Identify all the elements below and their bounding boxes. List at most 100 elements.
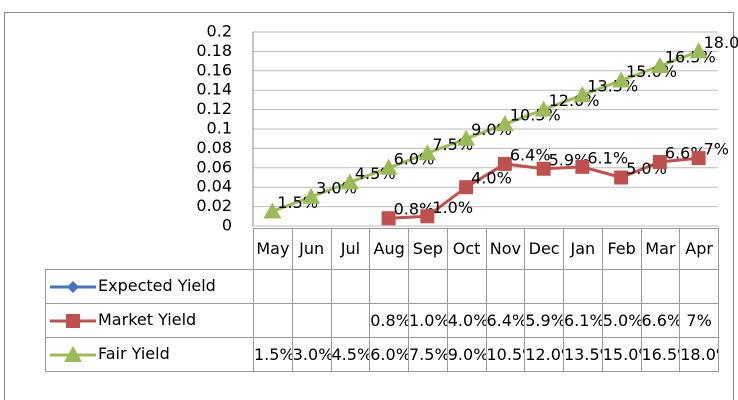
y-tick-label: 0.06	[196, 157, 232, 176]
table-cell: 6.1%	[563, 303, 603, 338]
x-tick-label: Jun	[291, 228, 332, 270]
table-cell: 4.5%	[330, 337, 371, 372]
data-label: 18.0%	[704, 33, 738, 52]
table-cell: 10.5%	[485, 337, 526, 372]
x-tick-label: May	[253, 228, 293, 270]
legend-marker	[50, 313, 96, 328]
legend-entry: Market Yield	[45, 303, 254, 338]
data-point	[381, 211, 396, 226]
table-cell	[485, 269, 526, 304]
x-tick-label: Feb	[601, 228, 642, 270]
data-point	[650, 56, 669, 73]
y-tick-label: 0.04	[196, 177, 232, 196]
data-point	[420, 209, 435, 224]
header-row: May Jun Jul Aug Sep Oct Nov Dec Jan Feb Mar Apr	[46, 228, 719, 270]
legend-entry: Fair Yield	[45, 337, 254, 372]
y-tick-label: 0.18	[196, 41, 232, 60]
table-cell	[679, 269, 719, 304]
data-point	[263, 202, 282, 219]
table-cell: 12.0%	[524, 337, 564, 372]
table-cell	[408, 269, 448, 304]
data-point	[575, 159, 590, 174]
legend-symbol	[64, 345, 82, 362]
x-tick-label: Dec	[524, 228, 564, 270]
y-tick-label: 0.02	[196, 196, 232, 215]
table-cell	[369, 269, 409, 304]
legend-marker	[50, 345, 96, 362]
data-label: 7%	[704, 140, 729, 159]
table-cell	[253, 269, 293, 304]
data-point	[497, 156, 512, 171]
x-tick-label: Oct	[446, 228, 487, 270]
table-cell	[563, 269, 603, 304]
table-cell	[601, 269, 642, 304]
table-cell	[253, 303, 293, 338]
data-point	[536, 161, 551, 176]
y-tick-label: 0.1	[207, 119, 232, 138]
data-point	[340, 173, 359, 190]
data-label: 6.4%	[510, 145, 551, 164]
table-row: Fair Yield1.5%3.0%4.5%6.0%7.5%9.0%10.5%1…	[45, 337, 719, 372]
data-label: 1.0%	[432, 198, 473, 217]
table-cell: 6.4%	[485, 303, 526, 338]
data-point	[457, 129, 476, 146]
table-cell: 7%	[679, 303, 719, 338]
data-point	[302, 187, 321, 204]
table-cell: 9.0%	[446, 337, 487, 372]
data-point	[652, 154, 667, 169]
table-cell: 5.9%	[524, 303, 564, 338]
data-point	[691, 151, 706, 166]
x-tick-label: Apr	[679, 228, 719, 270]
data-point	[612, 71, 631, 88]
data-point	[614, 170, 629, 185]
table-cell: 0.8%	[369, 303, 409, 338]
data-point	[573, 86, 592, 103]
y-tick-label: 0.08	[196, 138, 232, 157]
table-cell	[291, 269, 332, 304]
table-cell	[330, 269, 371, 304]
table-row: Market Yield 0.8% 1.0% 4.0% 6.4% 5.9% 6.1% 5.0%…	[45, 303, 719, 338]
legend-label: Expected Yield	[98, 276, 216, 296]
data-label: 4.0%	[471, 169, 512, 188]
y-tick-label: 0	[222, 216, 232, 235]
y-tick-label: 0.16	[196, 60, 232, 79]
table-cell: 1.5%	[253, 337, 293, 372]
legend-symbol	[67, 280, 79, 293]
table-cell	[330, 303, 371, 338]
table-cell: 18.0%	[679, 337, 719, 372]
table-cell	[640, 269, 681, 304]
table-cell: 6.6%	[640, 303, 681, 338]
table-cell	[291, 303, 332, 338]
table-cell: 7.5%	[408, 337, 448, 372]
table-cell: 15.0%	[601, 337, 642, 372]
data-point	[379, 158, 398, 175]
y-tick-label: 0.14	[196, 80, 232, 99]
corner-cell	[46, 229, 254, 270]
legend-label: Market Yield	[98, 310, 197, 330]
x-tick-label: Mar	[640, 228, 681, 270]
x-tick-label: Aug	[369, 228, 409, 270]
x-tick-label: Jul	[330, 228, 371, 270]
x-tick-label: Sep	[408, 228, 448, 270]
legend-label: Fair Yield	[98, 344, 170, 364]
data-point	[689, 42, 708, 59]
chart-frame	[4, 12, 734, 400]
data-point	[495, 115, 514, 132]
data-table: May Jun Jul Aug Sep Oct Nov Dec Jan Feb Mar Apr Expe…	[45, 228, 719, 372]
data-point	[459, 180, 474, 195]
table-cell: 1.0%	[408, 303, 448, 338]
series-line	[271, 49, 700, 213]
table-cell: 4.0%	[446, 303, 487, 338]
table-cell: 6.0%	[369, 337, 409, 372]
table-cell	[446, 269, 487, 304]
table-row: Expected Yield	[45, 269, 719, 304]
table-cell: 16.5%	[640, 337, 681, 372]
x-tick-label: Jan	[563, 228, 603, 270]
data-point	[418, 144, 437, 161]
y-tick-label: 0.12	[196, 99, 232, 118]
legend-entry: Expected Yield	[45, 269, 254, 304]
table-cell: 3.0%	[291, 337, 332, 372]
y-tick-label: 0.2	[207, 22, 232, 41]
table-cell: 5.0%	[601, 303, 642, 338]
